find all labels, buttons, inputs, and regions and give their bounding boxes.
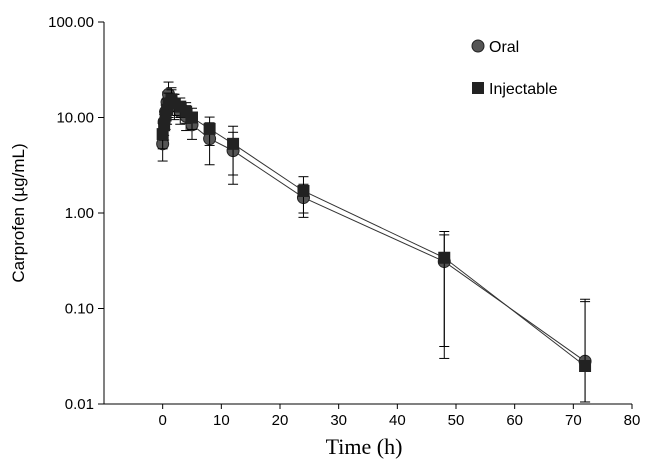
legend-item-oral: Oral: [471, 39, 519, 56]
series-line: [162, 92, 586, 362]
x-tick-label: 40: [389, 412, 406, 429]
y-tick-label: 0.10: [65, 301, 94, 318]
y-tick-label: 100.00: [48, 14, 94, 31]
x-axis-title: Time (h): [326, 434, 403, 459]
x-tick-label: 20: [272, 412, 289, 429]
x-tick-label: 60: [506, 412, 523, 429]
series-line: [162, 98, 586, 367]
series-layer: [156, 81, 592, 403]
x-tick-label: 50: [448, 412, 465, 429]
y-tick-label: 0.01: [65, 396, 94, 413]
legend-oral-label: Oral: [489, 39, 519, 56]
series-injectable: [156, 89, 592, 403]
axes: [103, 22, 632, 405]
data-point: [203, 122, 216, 135]
x-tick-label: 0: [158, 412, 166, 429]
x-tick-label: 10: [213, 412, 230, 429]
x-tick-label: 70: [565, 412, 582, 429]
legend-injectable-label: Injectable: [489, 81, 558, 98]
y-tick-label: 10.00: [56, 110, 94, 127]
data-point: [158, 119, 171, 132]
data-point: [579, 359, 592, 372]
x-tick-label: 30: [330, 412, 347, 429]
y-axis-title: Carprofen (µg/mL): [9, 143, 28, 282]
data-point: [186, 111, 198, 124]
data-point: [297, 184, 310, 197]
data-point: [227, 137, 240, 150]
data-point: [438, 251, 451, 264]
legend-item-injectable: Injectable: [472, 81, 558, 98]
x-tick-label: 80: [624, 412, 641, 429]
legend-injectable-marker: [472, 82, 484, 94]
series-oral: [156, 81, 592, 403]
legend-oral-marker: [471, 39, 485, 53]
y-tick-label: 1.00: [65, 205, 94, 222]
legend: Oral Injectable: [471, 39, 558, 98]
ticks: 0 10 20 30 40 50 60 70 80 0.01 0.10 1.00 10.00 100.00: [48, 14, 640, 429]
